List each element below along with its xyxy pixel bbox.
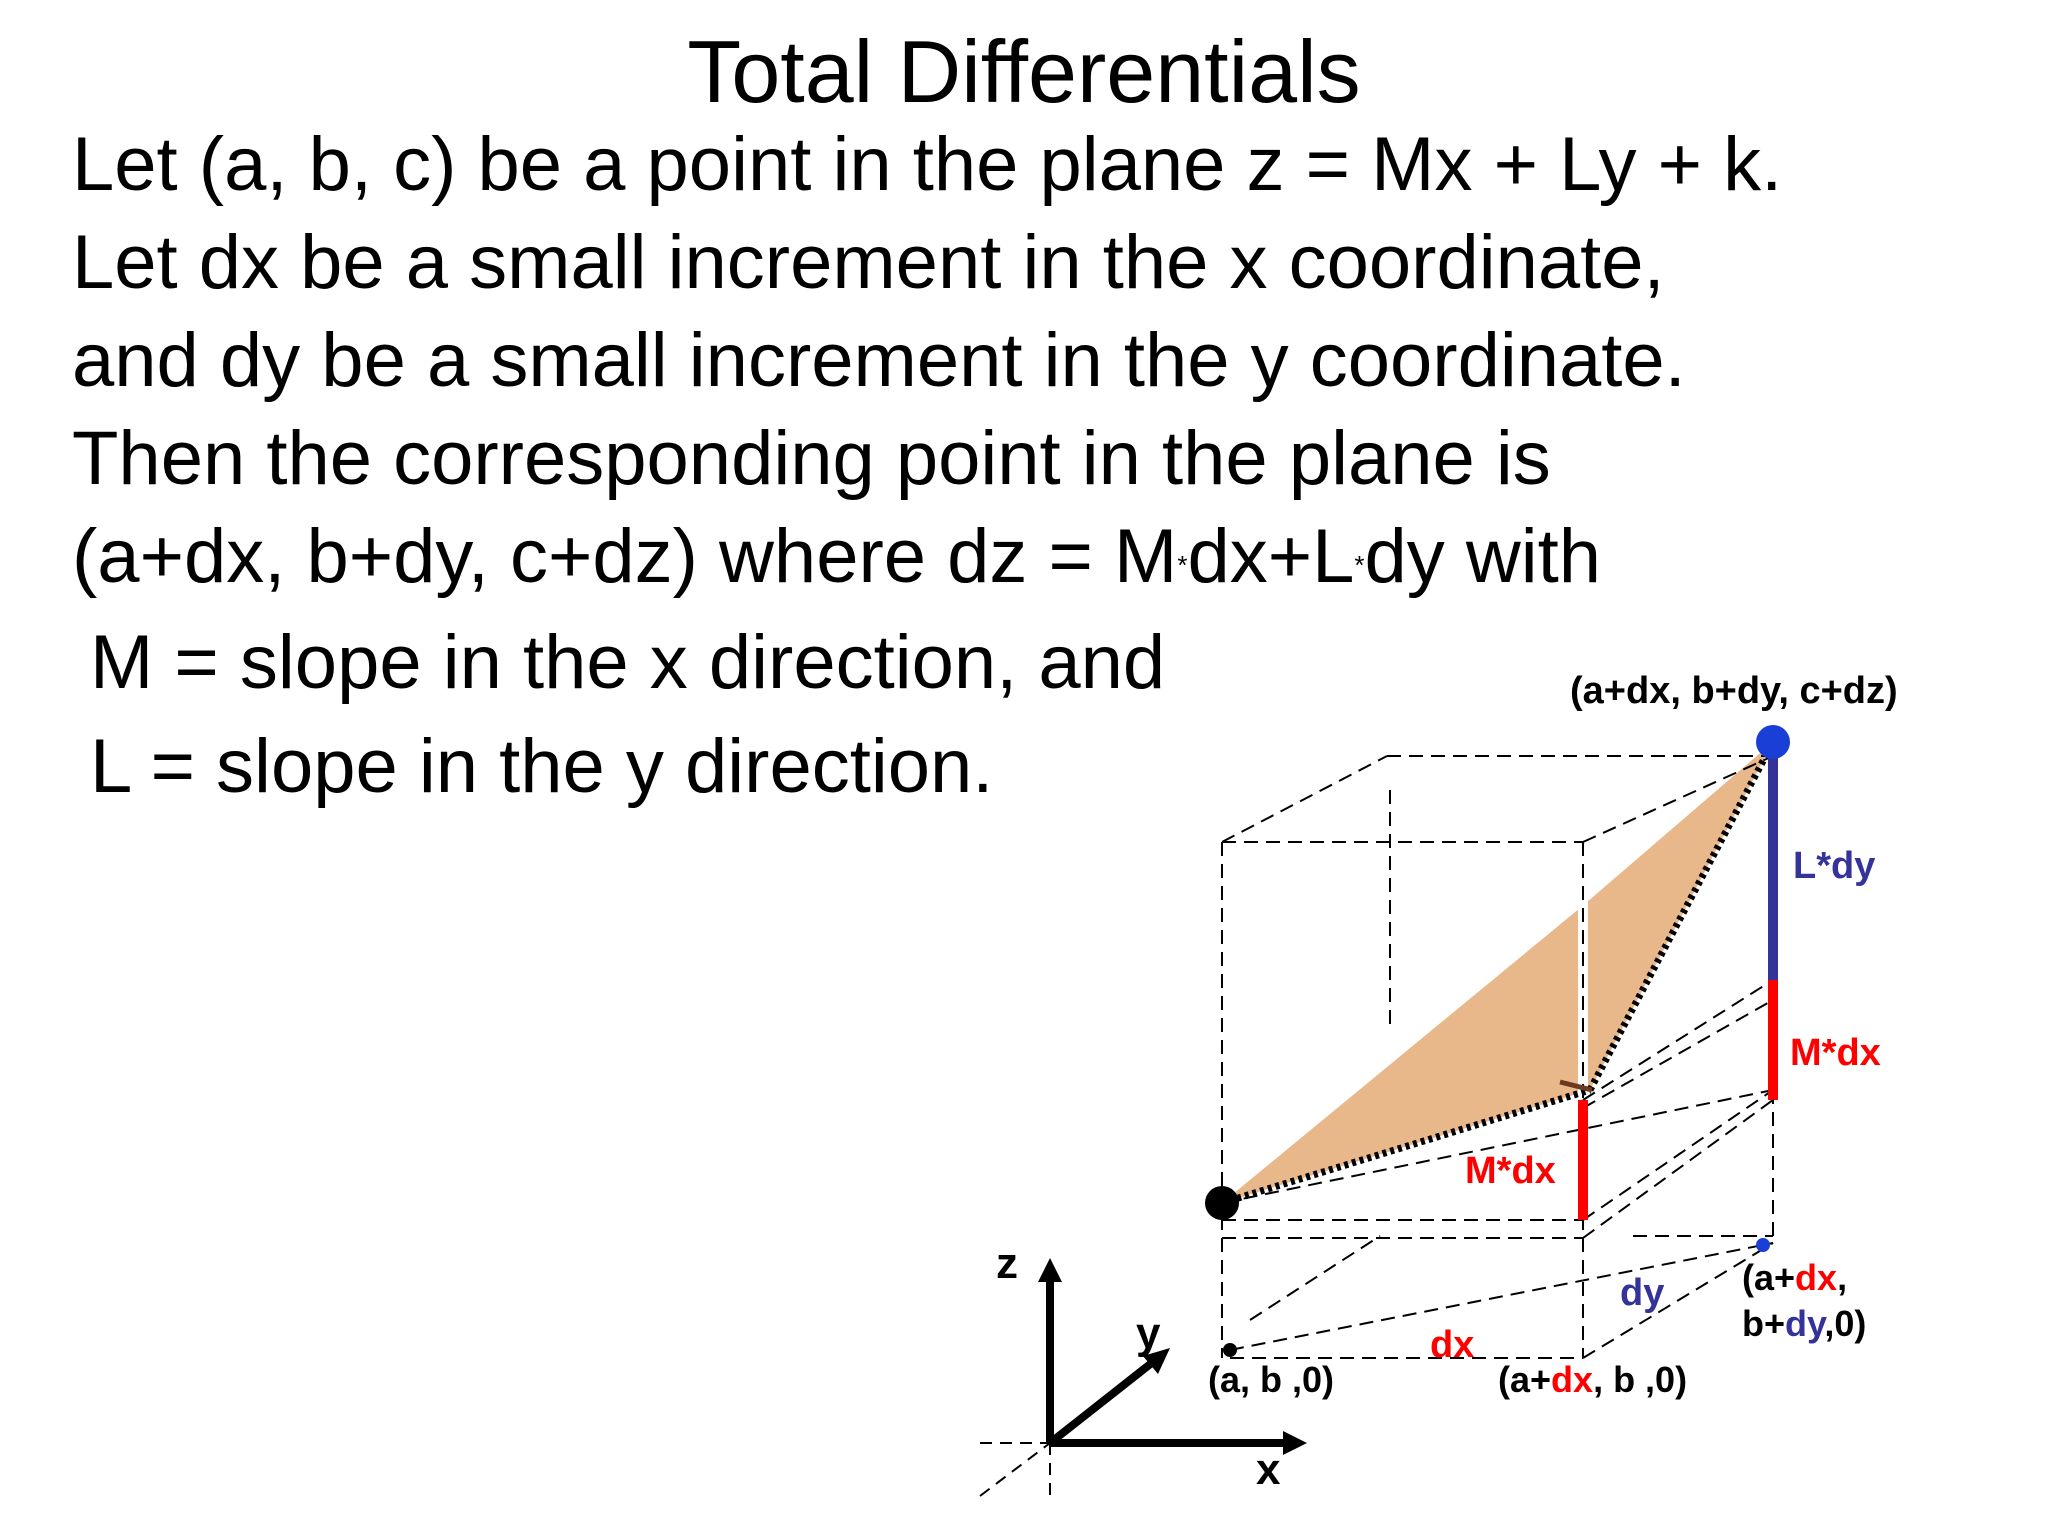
label-m-dx-right: M*dx bbox=[1790, 1032, 1881, 1074]
bracket-mark bbox=[1559, 1079, 1593, 1093]
base-point bbox=[1205, 1186, 1239, 1220]
dotted-line-x bbox=[1220, 1086, 1592, 1207]
label-dy: dy bbox=[1620, 1272, 1664, 1314]
label-axis-z: z bbox=[996, 1239, 1018, 1288]
text-line-5: (a+dx, b+dy, c+dz) where dz = M*dx+L*dy … bbox=[72, 512, 1601, 610]
label-point-adx-b0: (a+dx, b ,0) bbox=[1498, 1359, 1687, 1400]
text-line-2: Let dx be a small increment in the x coo… bbox=[72, 220, 1665, 305]
label-top-point: (a+dx, b+dy, c+dz) bbox=[1570, 670, 1898, 712]
label-l-dy: L*dy bbox=[1793, 845, 1875, 887]
label-axis-x: x bbox=[1256, 1445, 1281, 1494]
text-line-1: Let (a, b, c) be a point in the plane z … bbox=[72, 122, 1783, 207]
text-line-3: and dy be a small increment in the y coo… bbox=[72, 318, 1686, 403]
top-point bbox=[1756, 725, 1790, 759]
tangent-plane-shading bbox=[1222, 742, 1773, 1203]
slide-title: Total Differentials bbox=[687, 22, 1361, 121]
axes bbox=[979, 1258, 1307, 1498]
label-axis-y: y bbox=[1136, 1309, 1161, 1358]
label-point-full-line2: b+dy,0) bbox=[1742, 1303, 1866, 1344]
text-line-4: Then the corresponding point in the plan… bbox=[72, 416, 1551, 501]
text-line-5-part-c: dy with bbox=[1364, 514, 1602, 599]
label-point-ab0: (a, b ,0) bbox=[1208, 1359, 1334, 1400]
label-m-dx-mid: M*dx bbox=[1465, 1150, 1556, 1192]
dashed-box bbox=[1221, 755, 1774, 1359]
text-line-5-part-a: (a+dx, b+dy, c+dz) where dz = M bbox=[72, 514, 1178, 599]
label-point-full-line1: (a+dx, bbox=[1742, 1257, 1847, 1298]
multiply-star-1: * bbox=[1177, 550, 1188, 580]
definition-m: M = slope in the x direction, and bbox=[90, 620, 1166, 705]
definition-l: L = slope in the y direction. bbox=[90, 724, 994, 809]
label-dx: dx bbox=[1430, 1324, 1474, 1366]
dotted-line-diagonal bbox=[1586, 740, 1777, 1092]
floor-point-full bbox=[1756, 1238, 1770, 1252]
text-line-5-part-b: dx+L bbox=[1187, 514, 1355, 599]
multiply-star-2: * bbox=[1354, 550, 1365, 580]
floor-point-ab0 bbox=[1223, 1343, 1237, 1357]
